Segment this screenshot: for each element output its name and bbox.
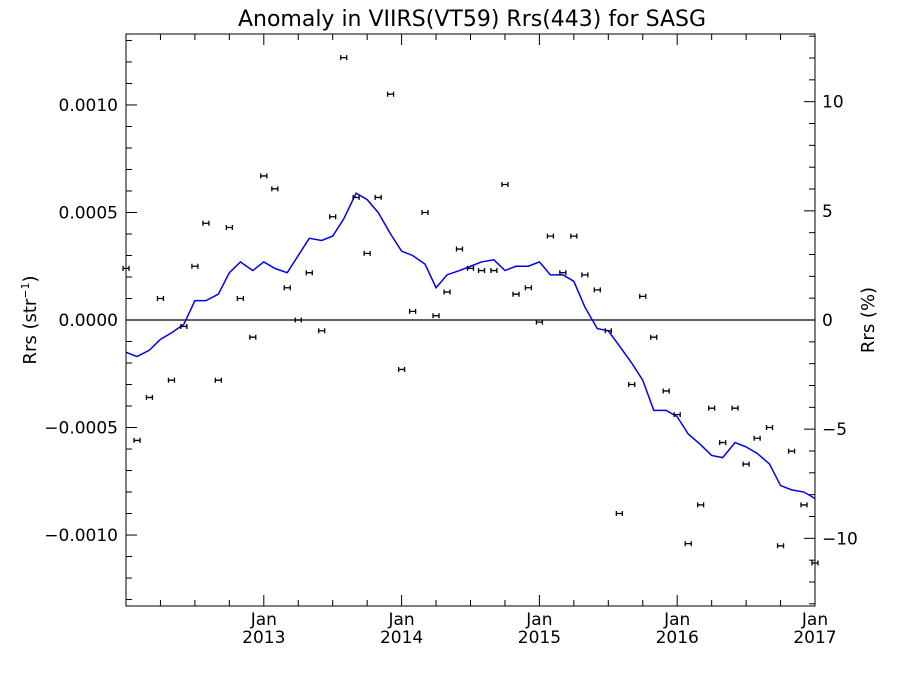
y-left-tick-label: −0.0005 xyxy=(44,419,118,439)
data-point xyxy=(581,272,589,278)
x-tick-year-label: 2013 xyxy=(242,628,285,648)
y-right-tick-label: 0 xyxy=(822,311,833,331)
x-tick-year-label: 2016 xyxy=(656,628,699,648)
data-point xyxy=(214,377,222,383)
data-point xyxy=(731,405,739,411)
data-point xyxy=(546,233,555,239)
data-point xyxy=(260,173,268,179)
data-point xyxy=(283,285,291,291)
data-point xyxy=(604,328,612,334)
data-point xyxy=(191,263,199,269)
x-tick-month-label: Jan xyxy=(801,610,828,630)
data-point xyxy=(202,220,210,226)
x-tick-year-label: 2014 xyxy=(380,628,423,648)
y-axis-left-label-text: Rrs (str xyxy=(20,298,41,364)
y-right-tick-label: 5 xyxy=(822,202,833,222)
y-right-tick-label: −10 xyxy=(822,529,858,549)
x-tick-year-label: 2015 xyxy=(518,628,561,648)
x-tick-month-label: Jan xyxy=(663,610,690,630)
data-point xyxy=(329,214,337,220)
data-point xyxy=(340,55,348,61)
data-point xyxy=(363,250,371,256)
data-point xyxy=(650,334,658,340)
data-point xyxy=(180,323,188,329)
data-point xyxy=(524,285,533,291)
y-left-tick-label: 0.0010 xyxy=(59,96,118,116)
data-point xyxy=(628,382,636,388)
y-left-tick-label: 0.0005 xyxy=(59,203,118,223)
data-point xyxy=(477,268,486,274)
data-point xyxy=(615,511,623,517)
data-point xyxy=(236,295,245,301)
data-point xyxy=(133,437,141,443)
chart-title: Anomaly in VIIRS(VT59) Rrs(443) for SASG xyxy=(238,7,706,32)
data-point xyxy=(397,366,406,372)
y-axis-left-label-close: ) xyxy=(20,275,41,282)
data-point xyxy=(673,412,681,418)
y-left-tick-label: 0.0000 xyxy=(59,311,118,331)
data-point xyxy=(800,502,808,508)
x-tick-month-label: Jan xyxy=(387,610,414,630)
data-point xyxy=(225,225,233,231)
data-point xyxy=(443,289,451,295)
x-tick-month-label: Jan xyxy=(250,610,277,630)
data-point xyxy=(432,313,440,319)
data-point xyxy=(145,394,154,400)
data-point xyxy=(156,295,165,301)
data-point xyxy=(305,270,313,276)
y-right-tick-label: 10 xyxy=(822,93,844,113)
x-tick-year-label: 2017 xyxy=(793,628,836,648)
data-point xyxy=(639,293,647,299)
y-right-tick-label: −5 xyxy=(822,420,847,440)
data-point xyxy=(294,317,302,323)
data-point xyxy=(167,377,176,383)
data-point xyxy=(787,448,796,454)
y-left-tick-label: −0.0010 xyxy=(44,526,118,546)
data-point xyxy=(535,319,544,325)
data-point xyxy=(593,287,601,293)
plot-area: 0.0010 0.0005 0.0000 −0.0005 −0.0010 10 5 0 −5 −1… xyxy=(44,34,858,648)
data-point xyxy=(271,186,279,192)
y-axis-left-label: Rrs (str−1) xyxy=(19,275,41,364)
data-point xyxy=(408,308,417,314)
y-axis-right-label: Rrs (%) xyxy=(858,287,879,353)
data-point xyxy=(719,440,727,446)
data-point xyxy=(455,246,464,252)
data-point xyxy=(318,328,326,334)
data-point xyxy=(501,182,509,188)
data-point xyxy=(490,268,498,274)
data-point xyxy=(742,461,750,467)
data-point xyxy=(386,91,395,97)
data-point xyxy=(249,334,257,340)
data-point xyxy=(776,543,785,549)
data-point xyxy=(753,435,761,441)
data-point xyxy=(570,233,578,239)
data-point xyxy=(352,194,360,200)
data-point xyxy=(559,270,567,276)
data-point xyxy=(466,265,475,271)
data-point xyxy=(374,194,382,200)
data-point xyxy=(708,405,716,411)
data-point xyxy=(421,209,429,215)
data-point xyxy=(512,291,520,297)
data-point xyxy=(662,388,670,394)
data-point xyxy=(684,541,692,547)
plot-frame xyxy=(125,33,816,607)
data-point xyxy=(765,425,774,431)
x-tick-month-label: Jan xyxy=(525,610,552,630)
y-axis-left-label-superscript: −1 xyxy=(19,282,32,298)
trend-line xyxy=(125,192,816,500)
data-point xyxy=(696,502,705,508)
